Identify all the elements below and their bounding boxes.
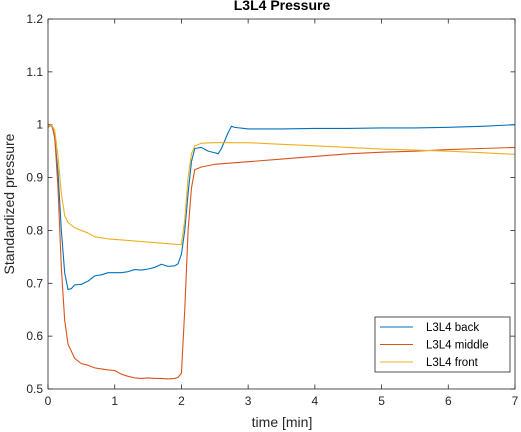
y-tick-label: 1 — [36, 118, 43, 132]
legend-label: L3L4 back — [426, 322, 479, 334]
y-tick-label: 0.8 — [26, 223, 43, 237]
y-tick-label: 0.6 — [26, 329, 43, 343]
x-tick-label: 6 — [445, 394, 452, 408]
legend-label: L3L4 front — [426, 357, 479, 369]
x-tick-label: 1 — [111, 394, 118, 408]
y-tick-label: 0.7 — [26, 276, 43, 290]
y-tick-label: 0.9 — [26, 171, 43, 185]
x-tick-label: 0 — [45, 394, 52, 408]
x-tick-label: 7 — [512, 394, 519, 408]
chart-title: L3L4 Pressure — [234, 0, 331, 13]
y-axis-label: Standardized pressure — [1, 133, 17, 274]
x-tick-label: 3 — [245, 394, 252, 408]
legend-label: L3L4 middle — [426, 340, 489, 352]
x-tick-label: 2 — [178, 394, 185, 408]
y-tick-label: 1.1 — [26, 65, 43, 79]
y-tick-label: 0.5 — [26, 382, 43, 396]
series-line-l3l4-middle — [47, 124, 516, 380]
series-line-l3l4-back — [47, 124, 516, 291]
x-tick-label: 4 — [312, 394, 319, 408]
plot-frame — [47, 18, 516, 390]
legend: L3L4 back L3L4 middle L3L4 front — [374, 316, 511, 373]
x-tick-label: 5 — [378, 394, 385, 408]
y-tick-label: 1.2 — [26, 12, 43, 26]
x-axis-label: time [min] — [252, 414, 313, 430]
series-line-l3l4-front — [47, 124, 516, 246]
